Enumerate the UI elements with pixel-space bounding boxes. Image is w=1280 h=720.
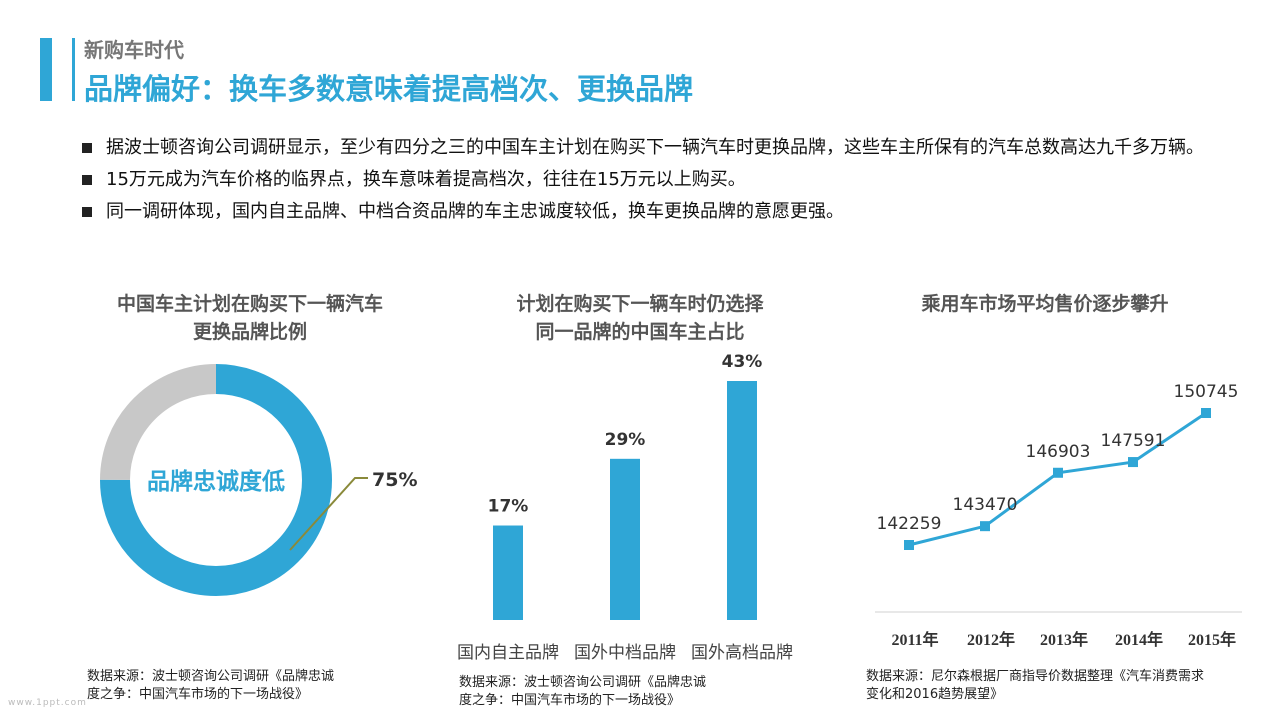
bar-value-label: 17% — [488, 497, 529, 517]
line-chart-title: 乘用车市场平均售价逐步攀升 — [880, 290, 1210, 318]
donut-chart-title: 中国车主计划在购买下一辆汽车 更换品牌比例 — [80, 290, 420, 346]
line-value-label: 142259 — [877, 514, 942, 534]
bar-value-label: 29% — [605, 430, 646, 450]
x-tick-label: 2013年 — [1040, 630, 1088, 649]
source-line: 度之争：中国汽车市场的下一场战役》 — [459, 693, 681, 708]
bar-title-line: 计划在购买下一辆车时仍选择 — [516, 293, 764, 315]
line-point — [1128, 457, 1138, 468]
bar — [493, 525, 523, 620]
bar-category-label: 国内自主品牌 — [457, 643, 559, 663]
line-point — [1053, 467, 1063, 478]
section-kicker: 新购车时代 — [84, 38, 184, 62]
x-tick-label: 2015年 — [1188, 630, 1236, 649]
x-tick-label: 2012年 — [967, 630, 1015, 649]
title-accent-line — [72, 38, 75, 101]
bar-title-line: 同一品牌的中国车主占比 — [535, 321, 745, 343]
line-value-label: 150745 — [1174, 382, 1239, 402]
x-tick-label: 2014年 — [1115, 630, 1163, 649]
bar — [610, 458, 640, 620]
line-value-label: 143470 — [953, 495, 1018, 515]
bullet-list: 据波士顿咨询公司调研显示，至少有四分之三的中国车主计划在购买下一辆汽车时更换品牌… — [80, 134, 1230, 230]
bullet-item: 据波士顿咨询公司调研显示，至少有四分之三的中国车主计划在购买下一辆汽车时更换品牌… — [80, 134, 1230, 162]
source-line: 数据来源：波士顿咨询公司调研《品牌忠诚 — [459, 675, 707, 690]
bullet-item: 15万元成为汽车价格的临界点，换车意味着提高档次，往往在15万元以上购买。 — [80, 166, 1230, 194]
bar-chart-title: 计划在购买下一辆车时仍选择 同一品牌的中国车主占比 — [470, 290, 810, 346]
footer-logo: www.1ppt.com — [8, 698, 87, 708]
line-point — [904, 540, 914, 550]
donut-slice — [100, 364, 332, 596]
line-source: 数据来源：尼尔森根据厂商指导价数据整理《汽车消费需求 变化和2016趋势展望》 — [866, 668, 1204, 704]
bar-source: 数据来源：波士顿咨询公司调研《品牌忠诚 度之争：中国汽车市场的下一场战役》 — [459, 674, 706, 710]
line-value-label: 147591 — [1101, 431, 1166, 451]
source-line: 数据来源：波士顿咨询公司调研《品牌忠诚 — [87, 669, 335, 684]
donut-leader-line — [289, 477, 368, 551]
bar-category-label: 国外中档品牌 — [574, 643, 676, 663]
line-point — [980, 521, 990, 532]
title-accent-bar — [40, 38, 52, 101]
line-title-line: 乘用车市场平均售价逐步攀升 — [921, 293, 1169, 315]
bar-category-label: 国外高档品牌 — [691, 643, 793, 663]
bar — [727, 381, 757, 620]
page-title: 品牌偏好：换车多数意味着提高档次、更换品牌 — [84, 72, 694, 106]
source-line: 度之争：中国汽车市场的下一场战役》 — [87, 687, 309, 702]
donut-data-label: 75% — [372, 469, 417, 491]
donut-title-line: 中国车主计划在购买下一辆汽车 — [116, 293, 383, 315]
bullet-item: 同一调研体现，国内自主品牌、中档合资品牌的车主忠诚度较低，换车更换品牌的意愿更强… — [80, 198, 1230, 226]
source-line: 变化和2016趋势展望》 — [866, 687, 1004, 702]
donut-source: 数据来源：波士顿咨询公司调研《品牌忠诚 度之争：中国汽车市场的下一场战役》 — [87, 668, 334, 704]
line-value-label: 146903 — [1026, 442, 1091, 462]
source-line: 数据来源：尼尔森根据厂商指导价数据整理《汽车消费需求 — [866, 669, 1205, 684]
line-point — [1201, 408, 1211, 418]
bar-value-label: 43% — [722, 352, 763, 372]
donut-center-label: 品牌忠诚度低 — [147, 468, 285, 495]
x-tick-label: 2011年 — [891, 630, 938, 649]
donut-title-line: 更换品牌比例 — [192, 321, 307, 343]
